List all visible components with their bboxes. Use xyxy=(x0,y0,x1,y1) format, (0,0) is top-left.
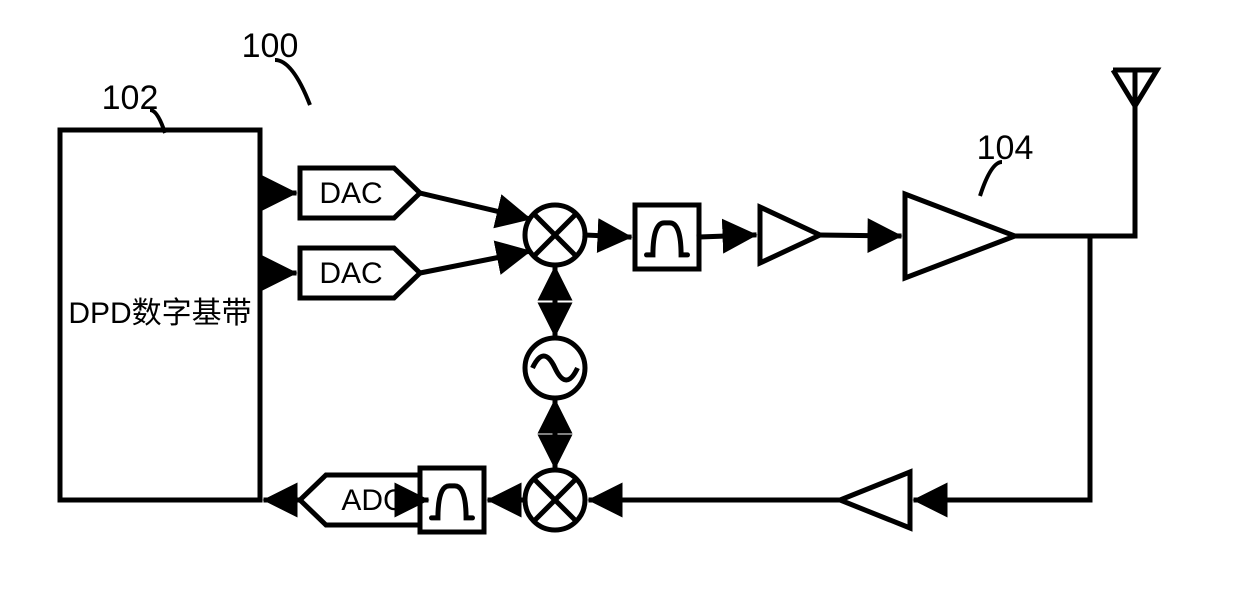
svg-text:DAC: DAC xyxy=(319,177,382,210)
label-104: 104 xyxy=(977,129,1034,167)
dpd-block-label: DPD数字基带 xyxy=(68,297,251,330)
label-102: 102 xyxy=(102,79,159,117)
svg-text:ADC: ADC xyxy=(341,484,404,517)
svg-text:DAC: DAC xyxy=(319,257,382,290)
label-100: 100 xyxy=(242,27,299,65)
block-diagram: DPD数字基带 102 100 104 DAC DAC ADC xyxy=(0,0,1240,607)
